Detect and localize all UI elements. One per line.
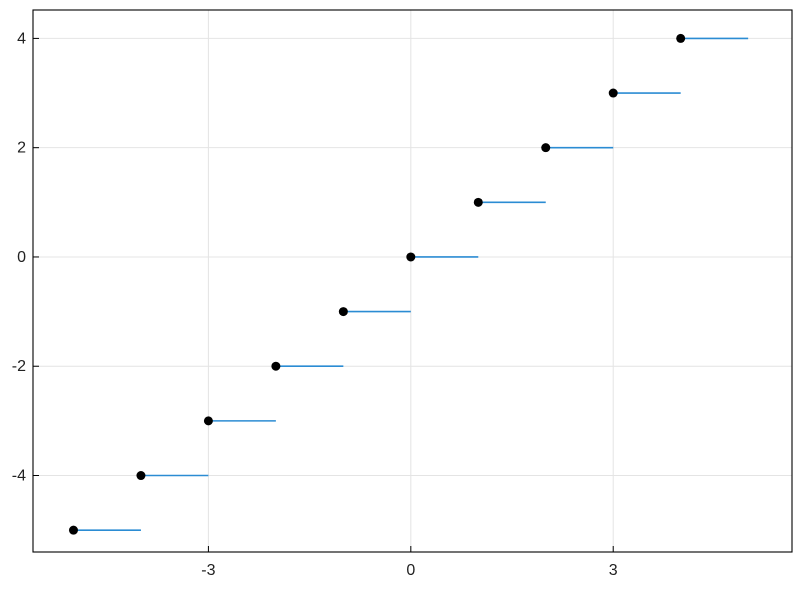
marker-dot: [406, 252, 416, 262]
y-tick-label: 0: [17, 249, 26, 266]
marker-dot: [473, 197, 483, 207]
x-tick-label: 3: [609, 562, 618, 579]
marker-dot: [338, 307, 348, 317]
marker-dot: [676, 33, 686, 43]
plot-area: [33, 10, 792, 552]
y-tick-label: 2: [17, 140, 26, 157]
marker-dot: [271, 361, 281, 371]
x-tick-label: 0: [406, 562, 415, 579]
plot-frame: [32, 9, 793, 553]
marker-dot: [68, 525, 78, 535]
marker-dot: [608, 88, 618, 98]
x-tick-label: -3: [201, 562, 215, 579]
marker-dot: [203, 416, 213, 426]
y-tick-label: -4: [12, 468, 26, 485]
marker-dot: [136, 471, 146, 481]
y-tick-label: 4: [17, 30, 26, 47]
y-tick-label: -2: [12, 358, 26, 375]
marker-dot: [541, 143, 551, 153]
